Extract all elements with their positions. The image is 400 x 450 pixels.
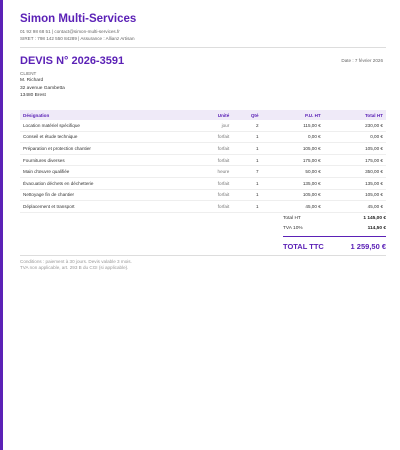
total-value: 1 145,00 € [363, 215, 386, 221]
cell: 2 [232, 120, 262, 132]
client-label: CLIENT [20, 71, 37, 76]
total-row: TVA 10% 114,50 € [283, 223, 386, 233]
total-row: Total HT 1 145,00 € [283, 213, 386, 223]
item-row: Évacuation déchets en déchetterie forfait… [20, 177, 386, 190]
quote-date: Date : 7 février 2026 [341, 58, 383, 63]
item-row: Main d'œuvre qualifiée heure 7 50,00 €350,0… [20, 165, 386, 178]
cell: forfait [188, 154, 233, 167]
cell: Fournitures diverses [20, 154, 189, 167]
cell: 105,00 € [261, 142, 324, 155]
cell: 105,00 € [323, 189, 386, 202]
grand-value: 1 259,50 € [350, 242, 386, 251]
quote-title: DEVIS N° 2026-3591 [20, 55, 125, 67]
cell: Conseil et étude technique [20, 131, 189, 144]
client-line: 13480 Brest [20, 93, 46, 98]
cell: 115,00 € [261, 120, 324, 132]
divider [20, 47, 386, 48]
cell: 135,00 € [323, 177, 386, 190]
cell: 175,00 € [323, 154, 386, 167]
table-header: Désignation Unité Qté P.U. HT Total HT [20, 110, 386, 120]
cell: 45,00 € [261, 200, 324, 213]
total-label: TVA 10% [283, 225, 303, 231]
client-line: M. Richard [20, 78, 44, 83]
legal-line: SIRET : 798 142 550 84289 | Assurance : … [20, 36, 135, 41]
cell: forfait [188, 200, 233, 213]
footer-line: TVA non applicable, art. 293 B du CGI (s… [20, 265, 129, 270]
column-header: P.U. HT [261, 110, 324, 120]
totals: Total HT 1 145,00 € TVA 10% 114,50 € TOTAL T… [283, 213, 386, 251]
cell: 1 [232, 200, 262, 213]
cell: Nettoyage fin de chantier [20, 189, 189, 202]
client-line: 32 avenue Gambetta [20, 85, 65, 91]
cell: Main d'œuvre qualifiée [20, 165, 189, 178]
cell: Préparation et protection chantier [20, 142, 189, 155]
column-header: Unité [188, 110, 233, 120]
grand-label: TOTAL TTC [283, 242, 324, 251]
cell: Évacuation déchets en déchetterie [20, 177, 189, 190]
cell: 1 [232, 154, 262, 167]
cell: forfait [188, 142, 233, 155]
cell: 1 [232, 131, 262, 144]
cell: 1 [232, 177, 262, 190]
item-row: Location matériel spécifique jour 2 115,00 … [20, 120, 386, 132]
cell: heure [188, 165, 233, 178]
column-header: Désignation [20, 110, 189, 120]
cell: Déplacement et transport [20, 200, 189, 213]
cell: jour [188, 120, 233, 132]
footer-line: Conditions : paiement à 30 jours. Devis … [20, 259, 132, 264]
cell: 230,00 € [323, 120, 386, 132]
contact-line: 01 92 98 68 51 | contact@simon-multi-ser… [20, 29, 120, 34]
cell: 135,00 € [261, 177, 324, 190]
items-table: Désignation Unité Qté P.U. HT Total HT Locati… [20, 110, 386, 213]
column-header: Qté [232, 110, 262, 120]
cell: forfait [188, 131, 233, 144]
item-row: Fournitures diverses forfait 1 175,00 €175,… [20, 154, 386, 167]
total-value: 114,50 € [367, 225, 386, 231]
cell: 1 [232, 189, 262, 202]
cell: 1 [232, 142, 262, 155]
cell: 0,00 € [323, 131, 386, 144]
item-row: Conseil et étude technique forfait 1 0,00 €… [20, 131, 386, 144]
cell: 45,00 € [323, 200, 386, 213]
item-row: Nettoyage fin de chantier forfait 1 105,00 … [20, 189, 386, 202]
cell: 350,00 € [323, 165, 386, 178]
item-row: Déplacement et transport forfait 1 45,00 €4… [20, 200, 386, 213]
column-header: Total HT [323, 110, 386, 120]
item-row: Préparation et protection chantier forfai… [20, 142, 386, 155]
cell: 175,00 € [261, 154, 324, 167]
cell: 0,00 € [261, 131, 324, 144]
cell: 105,00 € [261, 189, 324, 202]
cell: forfait [188, 189, 233, 202]
divider [20, 255, 386, 256]
company-name: Simon Multi-Services [20, 13, 137, 25]
cell: 7 [232, 165, 262, 178]
total-label: Total HT [283, 215, 301, 221]
cell: forfait [188, 177, 233, 190]
grand-total: TOTAL TTC 1 259,50 € [283, 236, 386, 251]
cell: 50,00 € [261, 165, 324, 178]
cell: 105,00 € [323, 142, 386, 155]
cell: Location matériel spécifique [20, 120, 189, 132]
